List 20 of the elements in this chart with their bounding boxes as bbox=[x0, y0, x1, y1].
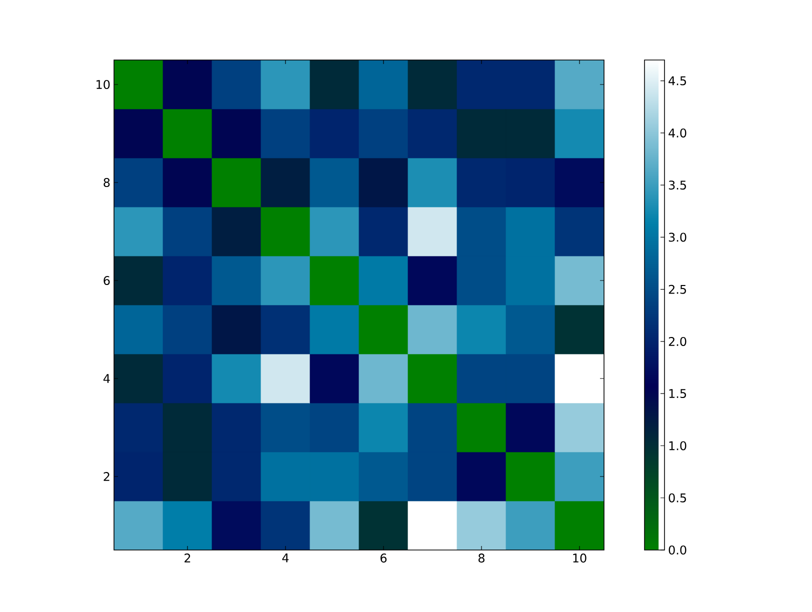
color-bar-label: 0.0 bbox=[668, 545, 686, 555]
x-tick-label: 4 bbox=[282, 554, 289, 562]
y-tick-label: 2 bbox=[104, 472, 110, 481]
color-bar-label: 4.0 bbox=[668, 128, 686, 138]
x-tick-label: 10 bbox=[573, 554, 586, 563]
y-tick-label: 4 bbox=[103, 374, 110, 383]
color-bar-label: 0.5 bbox=[668, 493, 686, 502]
color-bar-label: 1.0 bbox=[669, 441, 686, 450]
color-bar-label: 2.0 bbox=[668, 336, 686, 346]
color-bar-label: 3.5 bbox=[668, 180, 686, 190]
y-tick-label: 10 bbox=[96, 80, 110, 90]
x-tick-label: 2 bbox=[184, 554, 190, 562]
color-bar-label: 1.5 bbox=[669, 389, 686, 398]
y-tick-label: 6 bbox=[104, 276, 110, 286]
color-bar-label: 3.0 bbox=[668, 232, 686, 242]
color-bar-label: 4.5 bbox=[668, 76, 686, 86]
color-bar-label: 2.5 bbox=[668, 284, 686, 294]
x-tick-label: 8 bbox=[478, 554, 484, 563]
y-tick-label: 8 bbox=[104, 178, 110, 188]
x-tick-label: 6 bbox=[380, 554, 387, 563]
